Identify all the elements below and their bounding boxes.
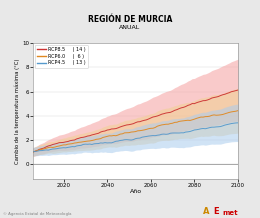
- Text: REGIÓN DE MURCIA: REGIÓN DE MURCIA: [88, 15, 172, 24]
- Text: E: E: [213, 207, 219, 216]
- Text: met: met: [222, 210, 238, 216]
- Y-axis label: Cambio de la temperatura máxima (°C): Cambio de la temperatura máxima (°C): [15, 58, 21, 164]
- Text: © Agencia Estatal de Meteorología: © Agencia Estatal de Meteorología: [3, 212, 71, 216]
- Text: ANUAL: ANUAL: [119, 25, 141, 30]
- Legend: RCP8.5     ( 14 ), RCP6.0     (  6 ), RCP4.5     ( 13 ): RCP8.5 ( 14 ), RCP6.0 ( 6 ), RCP4.5 ( 13…: [35, 45, 88, 68]
- Text: A: A: [203, 207, 209, 216]
- X-axis label: Año: Año: [129, 189, 142, 194]
